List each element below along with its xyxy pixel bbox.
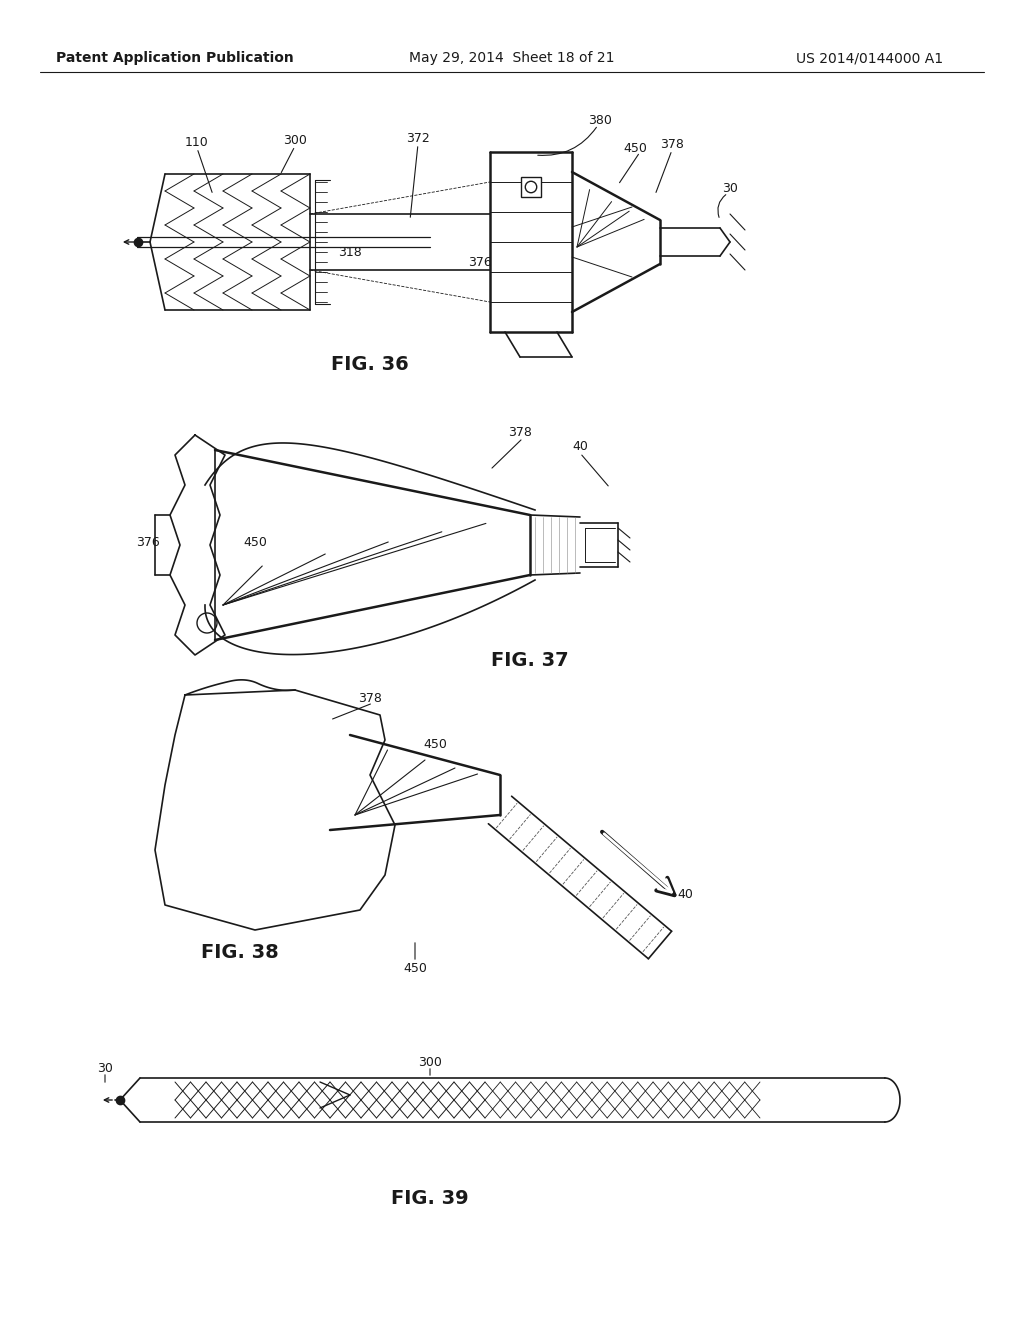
Text: 450: 450 (623, 141, 647, 154)
Text: 378: 378 (660, 139, 684, 152)
Text: FIG. 36: FIG. 36 (331, 355, 409, 375)
Text: 450: 450 (243, 536, 267, 549)
Text: Patent Application Publication: Patent Application Publication (56, 51, 294, 65)
Text: 378: 378 (358, 692, 382, 705)
Text: 318: 318 (338, 247, 361, 260)
Text: FIG. 39: FIG. 39 (391, 1188, 469, 1208)
Text: 380: 380 (588, 114, 612, 127)
Text: 376: 376 (468, 256, 492, 268)
Text: 300: 300 (283, 133, 307, 147)
Text: 450: 450 (423, 738, 446, 751)
Text: 450: 450 (403, 961, 427, 974)
Text: 30: 30 (97, 1061, 113, 1074)
Text: 40: 40 (677, 888, 693, 902)
Bar (521, 177, 541, 197)
Text: 300: 300 (418, 1056, 442, 1068)
Text: US 2014/0144000 A1: US 2014/0144000 A1 (797, 51, 943, 65)
Text: 110: 110 (185, 136, 209, 149)
Text: 40: 40 (572, 441, 588, 454)
Text: 376: 376 (136, 536, 160, 549)
Text: May 29, 2014  Sheet 18 of 21: May 29, 2014 Sheet 18 of 21 (410, 51, 614, 65)
Text: 30: 30 (722, 181, 738, 194)
Text: 372: 372 (407, 132, 430, 144)
Text: 378: 378 (508, 425, 531, 438)
Text: FIG. 37: FIG. 37 (492, 651, 568, 669)
Text: FIG. 38: FIG. 38 (201, 942, 279, 961)
